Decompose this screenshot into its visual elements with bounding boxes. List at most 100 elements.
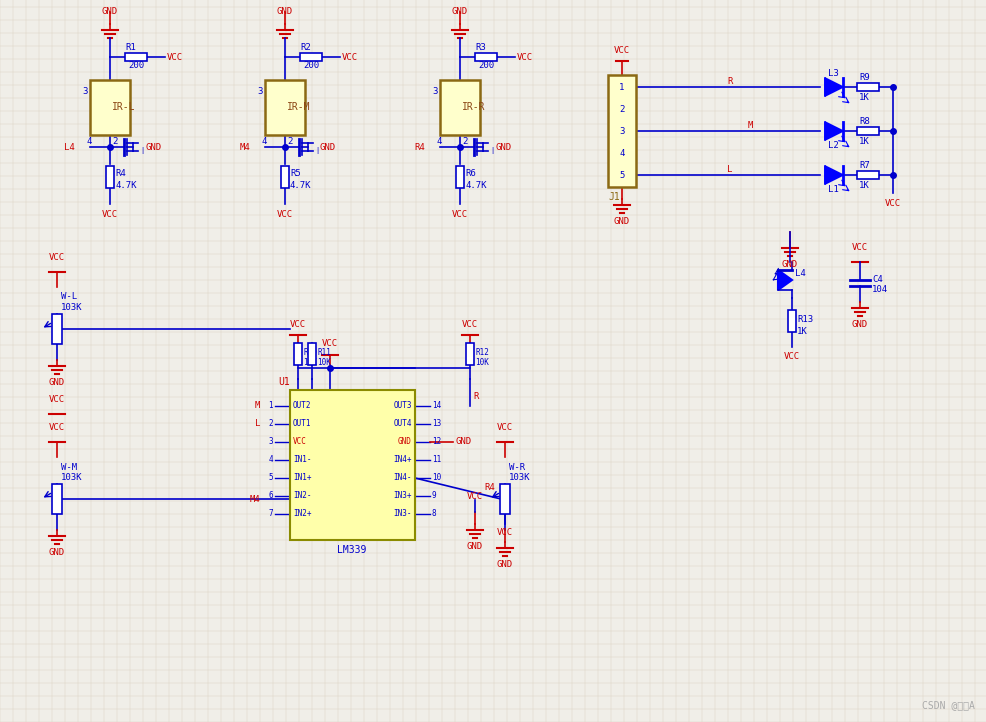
Text: GND: GND: [495, 142, 511, 152]
Bar: [106, 166, 114, 188]
Text: VCC: VCC: [496, 528, 513, 537]
Text: GND: GND: [277, 7, 293, 16]
Bar: [281, 166, 289, 188]
Text: 3: 3: [618, 126, 624, 136]
Text: GND: GND: [851, 320, 867, 329]
Text: VCC: VCC: [277, 210, 293, 219]
Text: VCC: VCC: [102, 210, 118, 219]
Text: IN4+: IN4+: [393, 456, 411, 464]
Bar: [474, 53, 497, 61]
Text: 5: 5: [618, 170, 624, 180]
Text: R7: R7: [858, 162, 869, 170]
Text: |: |: [140, 147, 144, 155]
Text: 2: 2: [111, 136, 117, 146]
Bar: [856, 127, 879, 135]
Bar: [300, 53, 321, 61]
Text: GND: GND: [466, 542, 482, 551]
Text: VCC: VCC: [517, 53, 532, 61]
Text: 104: 104: [871, 285, 887, 295]
Text: 4: 4: [261, 136, 267, 146]
Text: C4: C4: [871, 276, 881, 284]
Text: R6: R6: [464, 170, 475, 178]
Text: 7: 7: [268, 510, 273, 518]
Bar: [290, 390, 414, 540]
Text: VCC: VCC: [461, 320, 477, 329]
Text: IR-R: IR-R: [461, 102, 485, 112]
Polygon shape: [777, 270, 791, 290]
Bar: [125, 53, 147, 61]
Text: VCC: VCC: [321, 339, 338, 348]
Text: 4.7K: 4.7K: [464, 180, 486, 189]
Text: OUT1: OUT1: [293, 419, 312, 428]
Text: 10K: 10K: [474, 359, 488, 367]
Text: R3: R3: [474, 43, 485, 51]
Text: 12: 12: [432, 438, 441, 446]
Bar: [465, 343, 473, 365]
Text: 8: 8: [432, 510, 436, 518]
Text: R2: R2: [300, 43, 311, 51]
Text: 4: 4: [618, 149, 624, 157]
Bar: [607, 75, 635, 187]
Text: 2: 2: [618, 105, 624, 113]
Text: 9: 9: [432, 492, 436, 500]
Text: GND: GND: [781, 260, 798, 269]
Text: VCC: VCC: [884, 199, 900, 208]
Text: 103K: 103K: [61, 474, 83, 482]
Text: VCC: VCC: [49, 423, 65, 432]
Text: 4: 4: [87, 136, 92, 146]
Text: IN2+: IN2+: [293, 510, 312, 518]
Text: IR-M: IR-M: [287, 102, 311, 112]
Bar: [308, 343, 316, 365]
Text: L3: L3: [827, 69, 837, 77]
Text: VCC: VCC: [290, 320, 306, 329]
Text: M: M: [254, 401, 259, 411]
Text: 1K: 1K: [858, 180, 869, 189]
Text: VCC: VCC: [452, 210, 467, 219]
Text: M4: M4: [249, 495, 259, 503]
Text: 1: 1: [618, 82, 624, 92]
Bar: [52, 314, 62, 344]
Text: VCC: VCC: [466, 492, 482, 501]
Text: GND: GND: [49, 378, 65, 387]
Text: 6: 6: [268, 492, 273, 500]
Text: IN4-: IN4-: [393, 474, 411, 482]
Text: 4.7K: 4.7K: [115, 180, 136, 189]
Text: VCC: VCC: [167, 53, 183, 61]
Text: IN3+: IN3+: [393, 492, 411, 500]
Bar: [440, 79, 479, 134]
Text: 4: 4: [436, 136, 442, 146]
Text: 2: 2: [461, 136, 467, 146]
Text: 10K: 10K: [317, 359, 330, 367]
Text: 3: 3: [83, 87, 88, 97]
Text: 2: 2: [268, 419, 273, 428]
Text: R12: R12: [474, 349, 488, 357]
Text: L2: L2: [827, 141, 837, 149]
Text: IN2-: IN2-: [293, 492, 312, 500]
Text: OUT2: OUT2: [293, 401, 312, 411]
Text: VCC: VCC: [783, 352, 800, 361]
Text: R11: R11: [317, 349, 330, 357]
Text: VCC: VCC: [293, 438, 307, 446]
Text: 4: 4: [268, 456, 273, 464]
Text: J1: J1: [607, 192, 619, 202]
Text: R5: R5: [290, 170, 301, 178]
Text: R: R: [472, 392, 478, 401]
Text: 3: 3: [432, 87, 438, 97]
Text: 200: 200: [303, 61, 318, 69]
Text: 1K: 1K: [858, 136, 869, 146]
Text: 3: 3: [268, 438, 273, 446]
Text: 11: 11: [432, 456, 441, 464]
Text: R4: R4: [484, 484, 495, 492]
Bar: [456, 166, 463, 188]
Text: VCC: VCC: [851, 243, 867, 252]
Text: GND: GND: [455, 438, 470, 446]
Polygon shape: [824, 122, 842, 140]
Text: L4: L4: [794, 269, 805, 279]
Text: 13: 13: [432, 419, 441, 428]
Bar: [500, 484, 510, 514]
Text: L4: L4: [64, 142, 75, 152]
Text: 10K: 10K: [303, 359, 317, 367]
Text: R10: R10: [303, 349, 317, 357]
Text: W-R: W-R: [509, 463, 525, 471]
Text: IN3-: IN3-: [393, 510, 411, 518]
